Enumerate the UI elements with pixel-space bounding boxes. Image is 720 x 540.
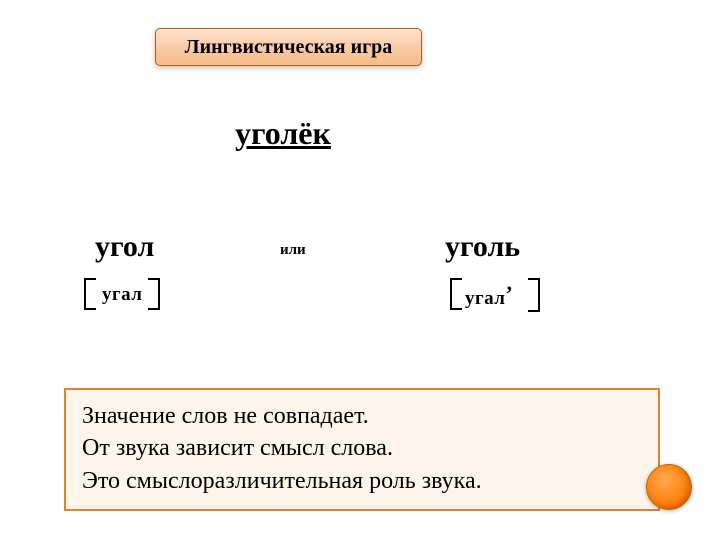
explanation-line-1: Значение слов не совпадает. xyxy=(82,400,642,432)
word-left: угол xyxy=(95,230,154,264)
word-right: уголь xyxy=(445,230,520,264)
main-word: уголёк xyxy=(235,115,331,152)
bracket-left-close xyxy=(148,278,160,310)
bracket-right-open xyxy=(450,278,462,310)
soft-sign: ’ xyxy=(505,281,513,306)
slide: Лингвистическая игра уголёк угол или уго… xyxy=(0,0,720,540)
explanation-line-3: Это смыслоразличительная роль звука. xyxy=(82,465,642,497)
explanation-line-2: От звука зависит смысл слова. xyxy=(82,432,642,464)
transcription-left: угал xyxy=(102,284,142,306)
transcription-right: угал’ xyxy=(465,284,513,310)
title-box: Лингвистическая игра xyxy=(155,28,422,66)
explanation-box: Значение слов не совпадает. От звука зав… xyxy=(64,388,660,511)
bracket-left-open xyxy=(84,278,96,310)
transcription-right-text: угал xyxy=(465,288,505,309)
bracket-right-close xyxy=(528,278,540,312)
or-label: или xyxy=(280,242,306,259)
decorative-circle-icon xyxy=(646,464,692,510)
